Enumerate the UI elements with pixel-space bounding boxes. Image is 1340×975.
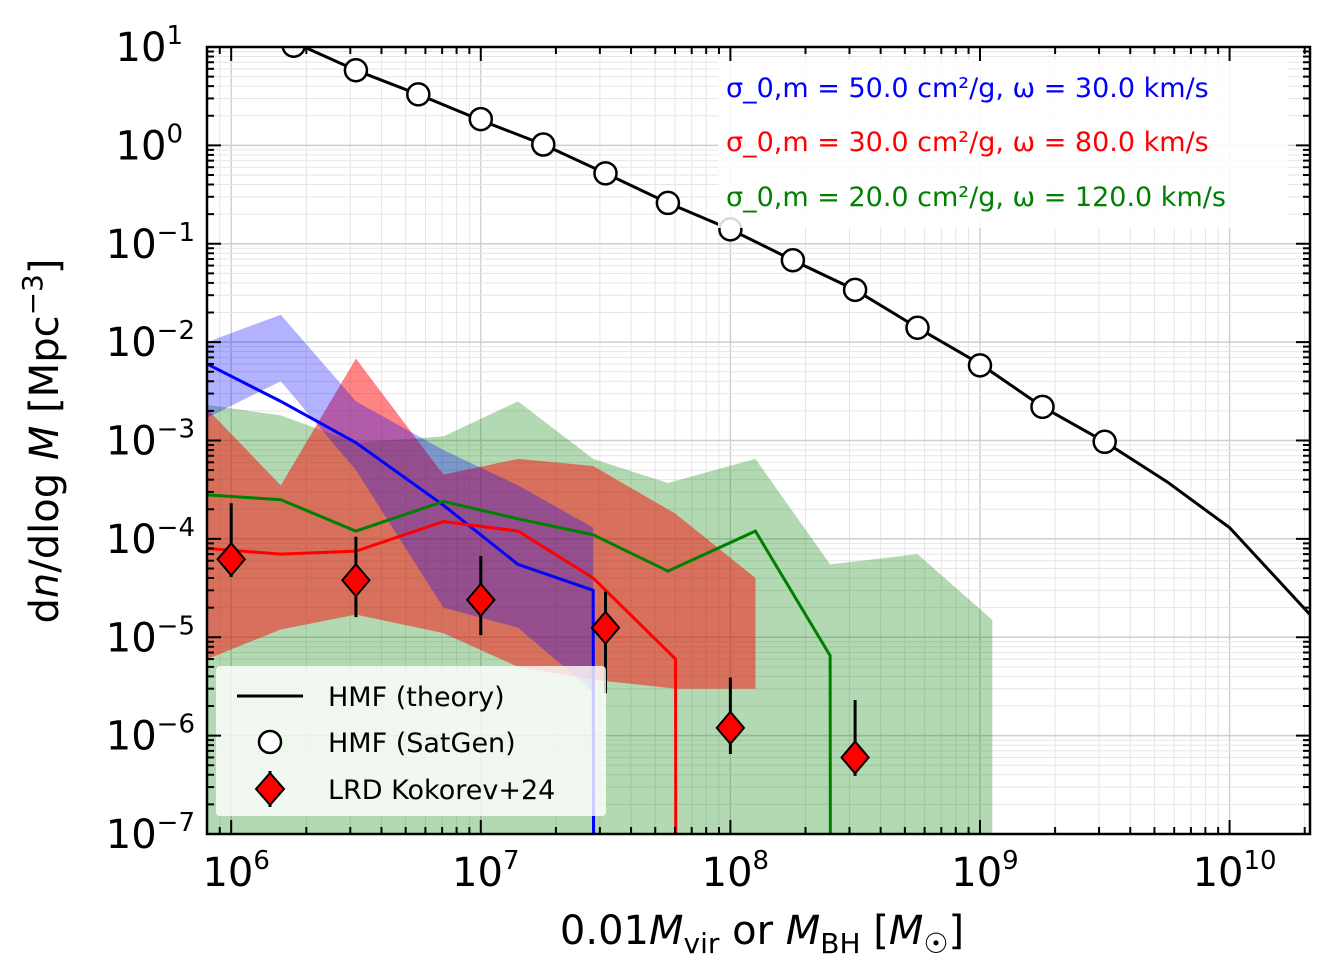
tick-label: 106 bbox=[202, 846, 269, 896]
satgen-point bbox=[531, 132, 556, 157]
svg-text:0.01Mvir or MBH [M☉]: 0.01Mvir or MBH [M☉] bbox=[560, 908, 964, 960]
legend-box bbox=[216, 666, 606, 816]
tick-label: 101 bbox=[116, 21, 183, 71]
annotation-background bbox=[718, 60, 1288, 228]
x-axis-title: 0.01Mvir or MBH [M☉] bbox=[560, 908, 964, 960]
satgen-point bbox=[468, 106, 494, 132]
satgen-point bbox=[593, 161, 618, 186]
satgen-point bbox=[842, 277, 868, 303]
tick-label: 109 bbox=[951, 846, 1018, 896]
satgen-point bbox=[281, 47, 306, 58]
axes: 106 107 108 109 1010 101 100 10−1 10−2 10−3 10−4 10… bbox=[106, 21, 1312, 896]
svg-text:dn/dlog M [Mpc−3]: dn/dlog M [Mpc−3] bbox=[16, 259, 68, 624]
tick-label: 10−1 bbox=[106, 218, 195, 268]
tick-label: 10−3 bbox=[106, 415, 195, 465]
tick-label: 10−4 bbox=[106, 513, 195, 563]
tick-label: 10−2 bbox=[106, 316, 195, 366]
tick-label: 10−7 bbox=[106, 808, 195, 858]
legend-diamond-swatch bbox=[254, 771, 286, 807]
satgen-point bbox=[780, 247, 806, 273]
satgen-point bbox=[905, 315, 930, 340]
grid bbox=[206, 46, 1310, 835]
lrd-point bbox=[840, 739, 871, 775]
y-axis-title: dn/dlog M [Mpc−3] bbox=[16, 259, 68, 624]
satgen-point bbox=[1030, 394, 1055, 420]
satgen-point bbox=[406, 82, 431, 107]
green-median-line bbox=[207, 493, 832, 834]
lrd-point bbox=[715, 710, 746, 746]
blue-band bbox=[207, 314, 594, 692]
satgen-point bbox=[967, 353, 993, 378]
legend-label: HMF (SatGen) bbox=[328, 728, 516, 759]
legend-circle-swatch bbox=[257, 729, 283, 755]
annotation-text: σ_0,m = 30.0 cm²/g, ω = 80.0 km/s bbox=[726, 127, 1209, 158]
annotation-text: σ_0,m = 20.0 cm²/g, ω = 120.0 km/s bbox=[726, 182, 1226, 213]
satgen-point bbox=[1092, 429, 1117, 455]
lrd-point bbox=[340, 562, 371, 598]
legend-label: LRD Kokorev+24 bbox=[328, 775, 555, 806]
lrd-point bbox=[465, 582, 496, 618]
legend-label: HMF (theory) bbox=[328, 682, 505, 713]
tick-label: 1010 bbox=[1193, 846, 1277, 896]
tick-label: 10−6 bbox=[106, 710, 195, 760]
annotation-text: σ_0,m = 50.0 cm²/g, ω = 30.0 km/s bbox=[726, 73, 1209, 104]
legend: HMF (theory) HMF (SatGen) LRD Kokorev+24 bbox=[216, 666, 606, 816]
satgen-point bbox=[343, 58, 369, 83]
tick-label: 108 bbox=[702, 846, 769, 896]
tick-label: 10−5 bbox=[106, 611, 195, 661]
lrd-point bbox=[216, 541, 247, 577]
blue-median-line bbox=[207, 362, 596, 834]
annotations: σ_0,m = 50.0 cm²/g, ω = 30.0 km/s σ_0,m =… bbox=[718, 60, 1288, 228]
red-median-line bbox=[207, 520, 678, 834]
lrd-point bbox=[590, 610, 621, 646]
series-markers bbox=[216, 47, 1117, 776]
tick-label: 100 bbox=[116, 119, 183, 169]
red-band bbox=[207, 358, 756, 689]
satgen-point bbox=[655, 190, 681, 216]
tick-label: 107 bbox=[452, 846, 519, 896]
